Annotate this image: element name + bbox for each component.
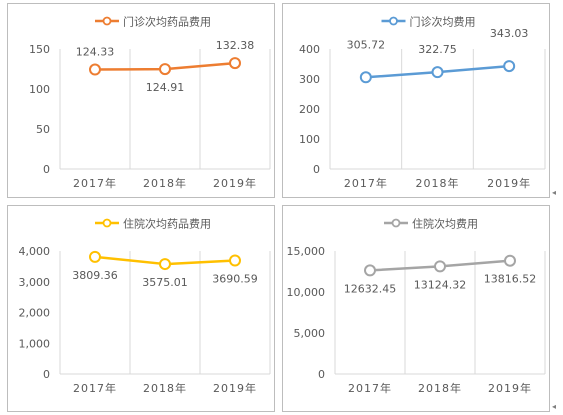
- y-tick-label: 50: [36, 123, 50, 136]
- data-label: 12632.45: [344, 282, 397, 295]
- y-tick-label: 3,000: [19, 276, 51, 289]
- data-point: [434, 260, 446, 273]
- line-chart-outpatient-drug-cost: 门诊次均药品费用 0 50 100 150 2017年 2018年 2019年 124.33 12…: [29, 15, 271, 190]
- y-tick-label: 2,000: [19, 307, 51, 320]
- data-point: [359, 71, 372, 84]
- y-tick-label: 10,000: [287, 286, 326, 299]
- chart-panel-inpatient-cost: 住院次均费用 0 5,000 10,000 15,000 2017年 2018年 2019年 1…: [282, 205, 550, 412]
- data-label: 124.91: [146, 81, 185, 94]
- data-point: [159, 258, 171, 271]
- data-label: 13124.32: [414, 278, 467, 291]
- y-tick-label: 0: [43, 368, 50, 381]
- x-tick-label: 2017年: [348, 381, 392, 395]
- chart-panel-inpatient-drug-cost: 住院次均药品费用 0 1,000 2,000 3,000 4,000 2017年 2018年 2…: [7, 205, 275, 412]
- x-tick-label: 2017年: [344, 176, 388, 190]
- y-tick-label: 400: [299, 43, 320, 56]
- data-point: [159, 63, 171, 76]
- y-tick-label: 100: [29, 83, 50, 96]
- legend-marker-swatch: [102, 16, 112, 26]
- data-point: [229, 254, 241, 267]
- line-chart-inpatient-drug-cost: 住院次均药品费用 0 1,000 2,000 3,000 4,000 2017年 2018年 2…: [19, 217, 271, 395]
- line-chart-inpatient-cost: 住院次均费用 0 5,000 10,000 15,000 2017年 2018年 2019年 1…: [287, 217, 546, 395]
- y-tick-label: 0: [313, 163, 320, 176]
- data-label: 3809.36: [72, 269, 118, 282]
- y-tick-label: 15,000: [287, 245, 326, 258]
- legend-label: 门诊次均药品费用: [123, 15, 211, 29]
- data-point: [89, 63, 101, 76]
- y-tick-label: 5,000: [294, 327, 326, 340]
- x-tick-label: 2019年: [488, 381, 532, 395]
- data-point: [431, 66, 444, 79]
- x-tick-label: 2018年: [143, 381, 187, 395]
- data-label: 132.38: [216, 39, 255, 52]
- legend-marker-swatch: [391, 218, 401, 228]
- x-tick-label: 2019年: [487, 176, 531, 190]
- data-label: 305.72: [347, 38, 386, 51]
- chart-panel-outpatient-drug-cost: 门诊次均药品费用 0 50 100 150 2017年 2018年 2019年 124.33 12…: [7, 3, 275, 198]
- data-label: 124.33: [76, 46, 115, 59]
- x-tick-label: 2017年: [73, 381, 117, 395]
- resize-handle-icon: ◂: [552, 188, 557, 197]
- y-tick-label: 100: [299, 133, 320, 146]
- data-label: 3575.01: [142, 276, 188, 289]
- y-tick-label: 150: [29, 43, 50, 56]
- y-tick-label: 200: [299, 103, 320, 116]
- data-point: [504, 254, 516, 267]
- x-tick-label: 2019年: [213, 176, 257, 190]
- x-tick-label: 2018年: [416, 176, 460, 190]
- x-tick-label: 2019年: [213, 381, 257, 395]
- chart-panel-outpatient-cost: 门诊次均费用 0 100 200 300 400 2017年 2018年 2019年 305.72…: [282, 3, 550, 198]
- data-point: [89, 250, 101, 263]
- data-label: 3690.59: [212, 273, 258, 286]
- x-tick-label: 2018年: [143, 176, 187, 190]
- y-tick-label: 1,000: [19, 337, 51, 350]
- legend-marker-swatch: [102, 218, 112, 228]
- line-chart-outpatient-cost: 门诊次均费用 0 100 200 300 400 2017年 2018年 2019年 305.72…: [299, 15, 546, 190]
- y-tick-label: 4,000: [19, 245, 51, 258]
- resize-handle-icon: ◂: [552, 402, 557, 411]
- data-point: [229, 57, 241, 70]
- y-tick-label: 0: [318, 368, 325, 381]
- x-tick-label: 2017年: [73, 176, 117, 190]
- legend-label: 住院次均费用: [412, 217, 478, 231]
- legend-marker-swatch: [389, 16, 398, 26]
- legend-label: 住院次均药品费用: [123, 217, 211, 231]
- y-tick-label: 300: [299, 73, 320, 86]
- y-tick-label: 0: [43, 163, 50, 176]
- data-point: [364, 264, 376, 277]
- legend-label: 门诊次均费用: [410, 15, 476, 29]
- x-tick-label: 2018年: [418, 381, 462, 395]
- data-label: 322.75: [418, 43, 457, 56]
- data-label: 13816.52: [484, 273, 537, 286]
- data-point: [503, 60, 516, 73]
- data-label: 343.03: [490, 27, 528, 40]
